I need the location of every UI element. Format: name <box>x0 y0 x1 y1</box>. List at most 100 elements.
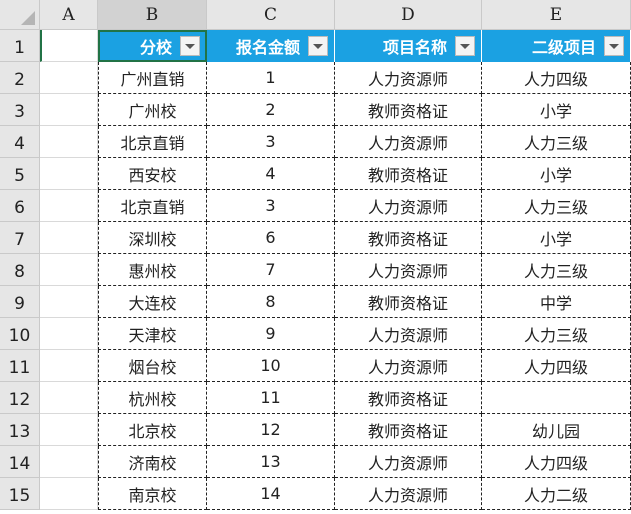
table-cell[interactable]: 13 <box>207 446 335 478</box>
table-cell[interactable]: 人力资源师 <box>335 318 482 350</box>
table-cell[interactable]: 教师资格证 <box>335 222 482 254</box>
row-header-7[interactable]: 7 <box>0 222 40 254</box>
table-cell[interactable]: 人力资源师 <box>335 446 482 478</box>
row-header-6[interactable]: 6 <box>0 190 40 222</box>
table-cell[interactable]: 幼儿园 <box>482 414 631 446</box>
table-cell[interactable]: 人力四级 <box>482 62 631 94</box>
cell-a15[interactable] <box>40 478 98 510</box>
table-cell[interactable]: 人力资源师 <box>335 254 482 286</box>
cell-a7[interactable] <box>40 222 98 254</box>
table-cell[interactable]: 6 <box>207 222 335 254</box>
select-all-button[interactable] <box>0 0 40 30</box>
row-header-5[interactable]: 5 <box>0 158 40 190</box>
table-cell[interactable]: 8 <box>207 286 335 318</box>
table-cell[interactable]: 广州校 <box>98 94 207 126</box>
table-cell[interactable]: 烟台校 <box>98 350 207 382</box>
table-cell[interactable]: 教师资格证 <box>335 158 482 190</box>
table-cell[interactable]: 10 <box>207 350 335 382</box>
table-cell[interactable]: 人力三级 <box>482 318 631 350</box>
table-cell[interactable]: 人力四级 <box>482 446 631 478</box>
row-header-14[interactable]: 14 <box>0 446 40 478</box>
table-cell[interactable]: 人力资源师 <box>335 62 482 94</box>
table-cell[interactable]: 小学 <box>482 94 631 126</box>
table-cell[interactable]: 小学 <box>482 158 631 190</box>
row-header-9[interactable]: 9 <box>0 286 40 318</box>
filter-dropdown-icon[interactable] <box>308 36 328 56</box>
cell-a12[interactable] <box>40 382 98 414</box>
table-cell[interactable] <box>482 382 631 414</box>
filter-dropdown-icon[interactable] <box>604 36 624 56</box>
table-cell[interactable]: 中学 <box>482 286 631 318</box>
table-cell[interactable]: 惠州校 <box>98 254 207 286</box>
cell-a2[interactable] <box>40 62 98 94</box>
table-cell[interactable]: 教师资格证 <box>335 286 482 318</box>
table-cell[interactable]: 1 <box>207 62 335 94</box>
table-cell[interactable]: 人力三级 <box>482 126 631 158</box>
table-cell[interactable]: 人力二级 <box>482 478 631 510</box>
row-header-2[interactable]: 2 <box>0 62 40 94</box>
table-cell[interactable]: 小学 <box>482 222 631 254</box>
table-cell[interactable]: 教师资格证 <box>335 94 482 126</box>
header-cell[interactable]: 项目名称 <box>335 30 482 62</box>
cell-a8[interactable] <box>40 254 98 286</box>
cell-a1[interactable] <box>40 30 98 62</box>
table-cell[interactable]: 人力资源师 <box>335 190 482 222</box>
table-cell[interactable]: 3 <box>207 190 335 222</box>
row-header-1[interactable]: 1 <box>0 30 40 62</box>
cell-a13[interactable] <box>40 414 98 446</box>
table-cell[interactable]: 济南校 <box>98 446 207 478</box>
row-header-13[interactable]: 13 <box>0 414 40 446</box>
table-cell[interactable]: 人力资源师 <box>335 350 482 382</box>
row-header-12[interactable]: 12 <box>0 382 40 414</box>
table-cell[interactable]: 3 <box>207 126 335 158</box>
cell-a5[interactable] <box>40 158 98 190</box>
table-cell[interactable]: 14 <box>207 478 335 510</box>
cell-a14[interactable] <box>40 446 98 478</box>
header-cell[interactable]: 分校 <box>98 30 207 62</box>
table-cell[interactable]: 北京直销 <box>98 190 207 222</box>
table-cell[interactable]: 教师资格证 <box>335 414 482 446</box>
column-header-c[interactable]: C <box>207 0 335 30</box>
table-cell[interactable]: 2 <box>207 94 335 126</box>
table-cell[interactable]: 4 <box>207 158 335 190</box>
column-header-e[interactable]: E <box>482 0 631 30</box>
header-cell[interactable]: 报名金额 <box>207 30 335 62</box>
table-cell[interactable]: 深圳校 <box>98 222 207 254</box>
cell-a10[interactable] <box>40 318 98 350</box>
table-cell[interactable]: 北京校 <box>98 414 207 446</box>
table-cell[interactable]: 人力四级 <box>482 350 631 382</box>
table-cell[interactable]: 北京直销 <box>98 126 207 158</box>
row-header-4[interactable]: 4 <box>0 126 40 158</box>
table-cell[interactable]: 教师资格证 <box>335 382 482 414</box>
table-cell[interactable]: 11 <box>207 382 335 414</box>
table-cell[interactable]: 西安校 <box>98 158 207 190</box>
table-cell[interactable]: 大连校 <box>98 286 207 318</box>
table-cell[interactable]: 广州直销 <box>98 62 207 94</box>
column-header-a[interactable]: A <box>40 0 98 30</box>
table-cell[interactable]: 12 <box>207 414 335 446</box>
row-header-10[interactable]: 10 <box>0 318 40 350</box>
header-cell[interactable]: 二级项目 <box>482 30 631 62</box>
cell-a3[interactable] <box>40 94 98 126</box>
table-cell[interactable]: 7 <box>207 254 335 286</box>
row-header-11[interactable]: 11 <box>0 350 40 382</box>
table-cell[interactable]: 人力资源师 <box>335 478 482 510</box>
table-cell[interactable]: 9 <box>207 318 335 350</box>
table-cell[interactable]: 人力三级 <box>482 254 631 286</box>
table-cell[interactable]: 人力三级 <box>482 190 631 222</box>
row-header-3[interactable]: 3 <box>0 94 40 126</box>
cell-a9[interactable] <box>40 286 98 318</box>
filter-dropdown-icon[interactable] <box>180 36 200 56</box>
table-cell[interactable]: 天津校 <box>98 318 207 350</box>
table-cell[interactable]: 人力资源师 <box>335 126 482 158</box>
table-cell[interactable]: 杭州校 <box>98 382 207 414</box>
column-header-b[interactable]: B <box>98 0 207 30</box>
cell-a11[interactable] <box>40 350 98 382</box>
cell-a6[interactable] <box>40 190 98 222</box>
row-header-8[interactable]: 8 <box>0 254 40 286</box>
column-header-d[interactable]: D <box>335 0 482 30</box>
cell-a4[interactable] <box>40 126 98 158</box>
row-header-15[interactable]: 15 <box>0 478 40 510</box>
filter-dropdown-icon[interactable] <box>455 36 475 56</box>
table-cell[interactable]: 南京校 <box>98 478 207 510</box>
